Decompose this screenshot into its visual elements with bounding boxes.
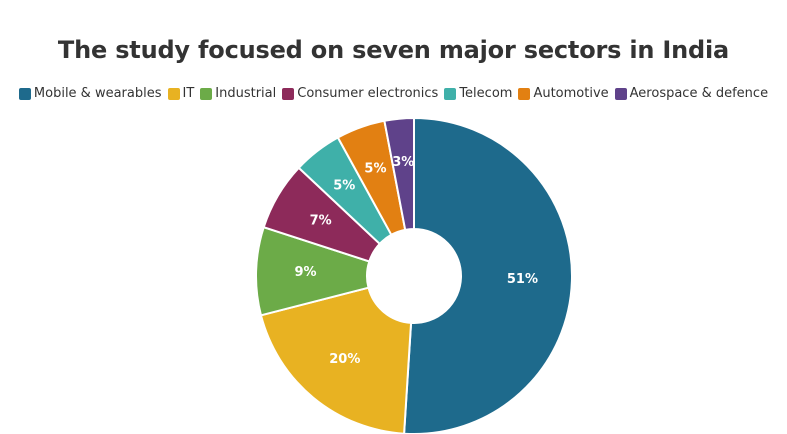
legend-label: Aerospace & defence <box>629 86 769 101</box>
legend-label: Industrial <box>215 86 277 101</box>
legend-item[interactable]: IT <box>167 86 195 101</box>
slice-label: 5% <box>333 179 355 194</box>
slice-label: 3% <box>392 155 414 170</box>
chart-title: The study focused on seven major sectors… <box>57 36 730 64</box>
legend-swatch <box>18 87 31 100</box>
legend-item[interactable]: Mobile & wearables <box>18 86 162 101</box>
legend-label: Consumer electronics <box>297 86 439 101</box>
legend: Mobile & wearables IT Industrial Consumer e… <box>0 86 787 101</box>
legend-label: IT <box>182 86 195 101</box>
slice-label: 20% <box>329 352 360 367</box>
donut-slice[interactable] <box>383 116 415 232</box>
donut-slice[interactable] <box>403 116 574 434</box>
legend-label: Automotive <box>533 86 609 101</box>
legend-swatch <box>200 87 213 100</box>
legend-swatch <box>167 87 180 100</box>
legend-item[interactable]: Consumer electronics <box>282 86 438 101</box>
legend-swatch <box>614 87 627 100</box>
slice-label: 7% <box>310 213 332 228</box>
legend-swatch <box>282 87 295 100</box>
donut-slice[interactable] <box>259 286 413 434</box>
legend-item[interactable]: Aerospace & defence <box>614 86 769 101</box>
legend-item[interactable]: Telecom <box>444 86 512 101</box>
slice-label: 9% <box>295 265 317 280</box>
legend-label: Telecom <box>459 86 513 101</box>
legend-item[interactable]: Industrial <box>200 86 276 101</box>
legend-swatch <box>518 87 531 100</box>
legend-label: Mobile & wearables <box>33 86 162 101</box>
slice-label: 51% <box>507 272 538 287</box>
slice-label: 5% <box>364 161 386 176</box>
legend-item[interactable]: Automotive <box>518 86 609 101</box>
legend-swatch <box>444 87 457 100</box>
